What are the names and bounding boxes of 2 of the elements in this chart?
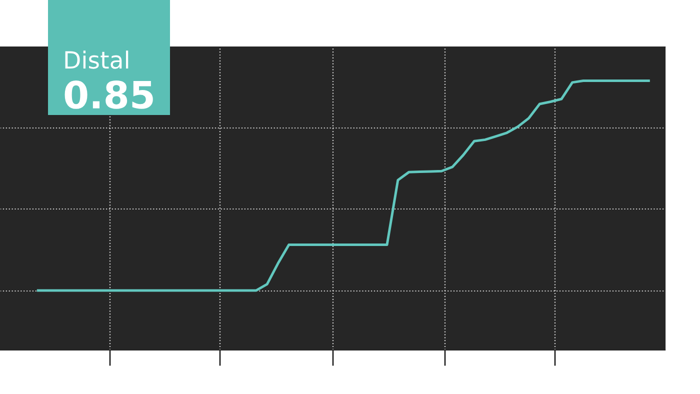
text: Distal [65,50,128,69]
annotation: 0.85 [64,80,153,109]
